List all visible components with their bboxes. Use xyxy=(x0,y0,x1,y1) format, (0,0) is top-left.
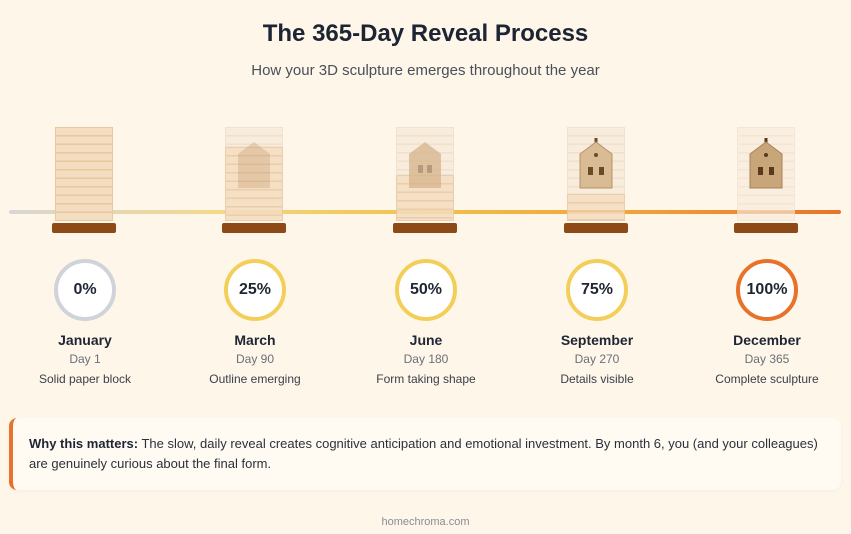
callout-label: Why this matters: xyxy=(29,436,139,451)
stage-march: 25% March Day 90 Outline emerging xyxy=(195,0,315,400)
progress-ring: 0% xyxy=(54,259,116,321)
stage-day: Day 365 xyxy=(744,352,790,366)
progress-percent: 50% xyxy=(409,281,443,298)
stage-description: Outline emerging xyxy=(209,372,301,386)
sculpture-base xyxy=(734,223,798,233)
progress-percent: 0% xyxy=(73,281,97,298)
stage-day: Day 1 xyxy=(69,352,101,366)
paper-block-remaining xyxy=(225,147,283,221)
footer-brand: homechroma.com xyxy=(381,516,470,528)
sculpture-base xyxy=(222,223,286,233)
paper-block-remaining xyxy=(567,194,625,221)
progress-ring: 75% xyxy=(566,259,628,321)
stage-month: March xyxy=(234,332,276,348)
progress-percent: 75% xyxy=(580,281,614,298)
house-form-icon xyxy=(409,142,441,188)
why-this-matters-callout: Why this matters: The slow, daily reveal… xyxy=(9,418,841,490)
house-complete-icon xyxy=(749,138,783,189)
stage-june: 50% June Day 180 Form taking shape xyxy=(366,0,486,400)
stage-day: Day 180 xyxy=(403,352,449,366)
progress-percent: 100% xyxy=(746,281,788,298)
callout-text: The slow, daily reveal creates cognitive… xyxy=(29,436,818,471)
stage-description: Form taking shape xyxy=(376,372,476,386)
stage-december: 100% December Day 365 Complete sculpture xyxy=(707,0,827,400)
house-detailed-icon xyxy=(579,138,613,189)
progress-percent: 25% xyxy=(238,281,272,298)
stage-january: 0% January Day 1 Solid paper block xyxy=(25,0,145,400)
stage-september: 75% September Day 270 Details visible xyxy=(537,0,657,400)
paper-block-removed xyxy=(225,127,283,147)
stage-description: Complete sculpture xyxy=(715,372,819,386)
stage-description: Details visible xyxy=(560,372,634,386)
house-outline-icon xyxy=(238,142,270,188)
sculpture-base xyxy=(564,223,628,233)
sculpture-base xyxy=(52,223,116,233)
paper-block-solid xyxy=(55,127,113,221)
stage-month: September xyxy=(560,332,634,348)
stage-description: Solid paper block xyxy=(38,372,132,386)
stage-day: Day 90 xyxy=(235,352,275,366)
stage-month: January xyxy=(58,332,112,348)
progress-ring: 50% xyxy=(395,259,457,321)
stage-month: December xyxy=(733,332,801,348)
sculpture-base xyxy=(393,223,457,233)
page-subtitle: How your 3D sculpture emerges throughout… xyxy=(251,62,600,79)
stage-day: Day 270 xyxy=(574,352,620,366)
stage-month: June xyxy=(409,332,443,348)
progress-ring: 25% xyxy=(224,259,286,321)
page-title: The 365-Day Reveal Process xyxy=(262,20,589,47)
progress-ring: 100% xyxy=(736,259,798,321)
